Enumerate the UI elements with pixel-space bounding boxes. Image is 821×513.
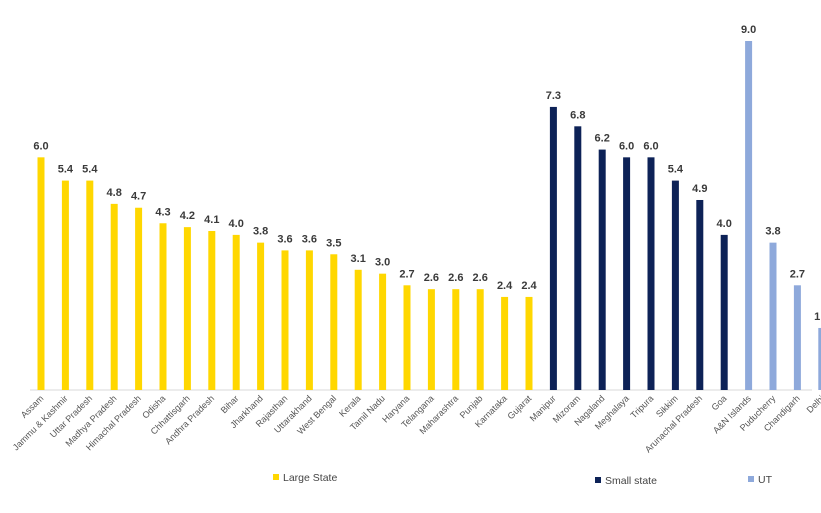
bar-haryana bbox=[403, 285, 411, 390]
category-label-bihar: Bihar bbox=[219, 393, 241, 415]
bar-jharkhand bbox=[257, 242, 265, 390]
value-label-uttarakhand: 3.6 bbox=[302, 233, 317, 245]
category-label-goa: Goa bbox=[710, 393, 729, 412]
legend: Large State Small state UT bbox=[273, 472, 773, 487]
value-label-assam: 6.0 bbox=[33, 140, 48, 152]
value-label-chandigarh: 2.7 bbox=[790, 268, 805, 280]
value-label-tamil-nadu: 3.0 bbox=[375, 257, 390, 269]
value-label-andhra-pradesh: 4.1 bbox=[204, 214, 219, 226]
bar-delhi bbox=[818, 327, 821, 390]
bar-meghalaya bbox=[623, 157, 631, 390]
bar-bihar bbox=[232, 234, 240, 390]
value-label-karnataka: 2.4 bbox=[497, 280, 513, 292]
value-label-meghalaya: 6.0 bbox=[619, 140, 634, 152]
value-label-nagaland: 6.2 bbox=[595, 133, 610, 145]
value-label-maharashtra: 2.6 bbox=[448, 272, 463, 284]
bar-goa bbox=[720, 234, 728, 390]
bar-odisha bbox=[159, 223, 167, 390]
value-label-himachal-pradesh: 4.7 bbox=[131, 191, 146, 203]
bar-mizoram bbox=[574, 126, 582, 390]
bar-aandn-islands bbox=[745, 41, 753, 390]
value-label-gujarat: 2.4 bbox=[521, 280, 537, 292]
bar-maharashtra bbox=[452, 289, 460, 390]
value-label-jammu-and-kashmir: 5.4 bbox=[58, 164, 74, 176]
value-label-telangana: 2.6 bbox=[424, 272, 439, 284]
category-label-tripura: Tripura bbox=[628, 393, 655, 420]
bar-kerala bbox=[354, 269, 362, 390]
bar-manipur bbox=[549, 106, 557, 391]
value-labels-group: 6.0 5.4 5.4 4.8 4.7 4.3 4.2 4.1 4.0 3.8 3.6 3.6 3.5 3… bbox=[33, 24, 821, 323]
bar-uttar-pradesh bbox=[86, 180, 94, 390]
value-label-arunachal-pradesh: 4.9 bbox=[692, 183, 707, 195]
value-label-kerala: 3.1 bbox=[351, 253, 366, 265]
bar-telangana bbox=[427, 289, 435, 390]
value-label-bihar: 4.0 bbox=[229, 218, 244, 230]
bar-himachal-pradesh bbox=[135, 207, 143, 390]
value-label-aandn-islands: 9.0 bbox=[741, 24, 756, 36]
bar-karnataka bbox=[501, 296, 509, 390]
bar-chandigarh bbox=[793, 285, 801, 390]
bar-west-bengal bbox=[330, 254, 338, 390]
bar-assam bbox=[37, 157, 45, 390]
value-label-mizoram: 6.8 bbox=[570, 109, 585, 121]
bar-sikkim bbox=[671, 180, 679, 390]
bar-punjab bbox=[476, 289, 484, 390]
bar-rajasthan bbox=[281, 250, 289, 390]
bar-jammu-and-kashmir bbox=[61, 180, 69, 390]
bar-madhya-pradesh bbox=[110, 203, 118, 390]
bar-gujarat bbox=[525, 296, 533, 390]
value-label-tripura: 6.0 bbox=[643, 140, 658, 152]
value-label-jharkhand: 3.8 bbox=[253, 226, 268, 238]
bar-uttarakhand bbox=[305, 250, 313, 390]
legend-swatch-large bbox=[273, 474, 279, 480]
value-label-goa: 4.0 bbox=[717, 218, 732, 230]
value-label-manipur: 7.3 bbox=[546, 90, 561, 102]
bar-puducherry bbox=[769, 242, 777, 390]
value-label-rajasthan: 3.6 bbox=[277, 233, 292, 245]
bar-arunachal-pradesh bbox=[696, 199, 704, 390]
value-label-uttar-pradesh: 5.4 bbox=[82, 164, 98, 176]
legend-swatch-ut bbox=[748, 476, 754, 482]
value-label-chhattisgarh: 4.2 bbox=[180, 210, 195, 222]
bar-chhattisgarh bbox=[183, 227, 191, 390]
value-label-delhi: 1.6 bbox=[814, 311, 821, 323]
value-label-haryana: 2.7 bbox=[399, 268, 414, 280]
bar-andhra-pradesh bbox=[208, 231, 216, 390]
legend-swatch-small bbox=[595, 477, 601, 483]
bar-tripura bbox=[647, 157, 655, 390]
value-label-west-bengal: 3.5 bbox=[326, 237, 341, 249]
value-label-sikkim: 5.4 bbox=[668, 164, 684, 176]
legend-label-small: Small state bbox=[605, 475, 657, 487]
value-label-puducherry: 3.8 bbox=[765, 226, 780, 238]
bar-nagaland bbox=[598, 149, 606, 390]
category-label-delhi: Delhi bbox=[805, 393, 821, 415]
bar-tamil-nadu bbox=[379, 273, 387, 390]
value-label-punjab: 2.6 bbox=[473, 272, 488, 284]
value-label-odisha: 4.3 bbox=[155, 206, 170, 218]
value-label-madhya-pradesh: 4.8 bbox=[107, 187, 122, 199]
legend-label-ut: UT bbox=[758, 474, 773, 486]
legend-label-large: Large State bbox=[283, 472, 337, 484]
bars-group bbox=[37, 41, 821, 391]
